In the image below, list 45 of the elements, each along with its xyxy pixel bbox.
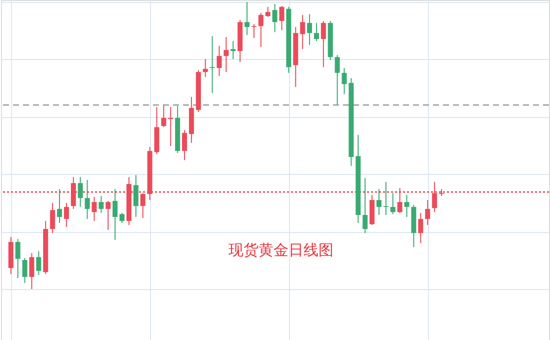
candlestick [78,176,83,208]
candlestick [202,58,208,78]
candlestick [383,181,388,216]
candlestick [64,202,69,228]
candlestick [161,104,166,128]
candlestick [251,24,256,38]
candlestick [244,2,250,36]
candlestick [106,200,111,230]
candlestick [258,12,264,48]
candlestick [362,177,368,234]
candlestick [376,188,382,216]
candlestick [70,176,76,210]
annotation: 现货黄金日线图 [228,241,334,259]
candlestick [36,250,42,276]
candlestick [320,20,326,68]
candlestick [216,45,222,77]
candlestick [397,187,402,214]
candlestick [425,200,430,226]
candlestick [84,179,90,220]
candlestick [404,194,410,218]
candlestick [230,40,236,60]
candlestick [272,4,278,33]
candlestick [98,196,104,214]
candlestick [140,192,146,219]
candlestick [50,202,56,234]
candlestick [15,238,20,279]
candlestick [265,6,270,18]
candlestick [390,192,396,215]
candlestick [92,196,97,222]
candlestick [334,54,340,106]
candlestick [279,6,284,31]
candlestick [210,36,215,94]
candlestick [57,188,62,224]
candlestick [432,181,438,213]
candlestick [224,36,229,73]
candlestick [22,258,28,284]
candlestick [133,174,138,218]
candlestick [182,130,188,161]
candlestick [120,212,125,224]
candlestick [307,14,312,46]
candlestick [418,212,424,244]
candlestick [112,188,118,240]
candlestick [29,252,34,290]
candlestick [314,22,319,42]
candlestick [300,14,306,50]
